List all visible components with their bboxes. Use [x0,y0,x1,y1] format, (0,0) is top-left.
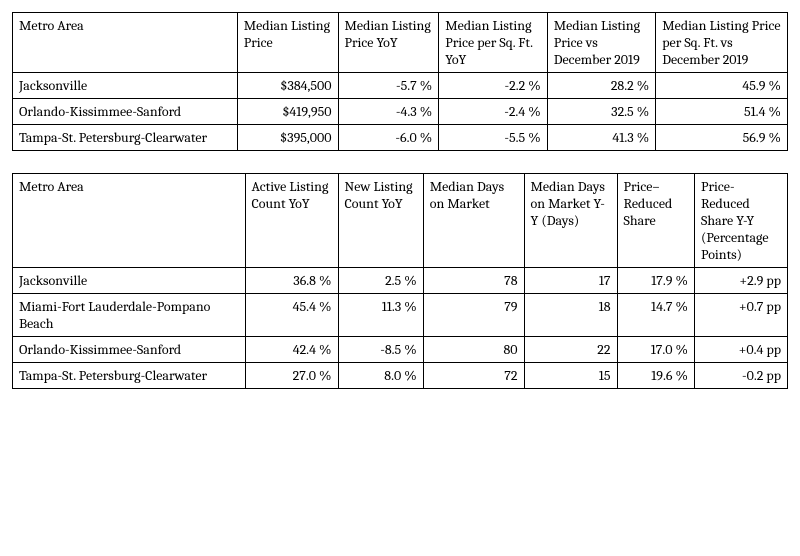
value-cell: 72 [423,363,524,389]
value-cell: -8.5 % [338,337,423,363]
value-cell: 42.4 % [245,337,338,363]
col-header: Median Listing Price vs December 2019 [547,13,656,73]
value-cell: 17.9 % [617,268,695,294]
value-cell: 45.4 % [245,294,338,337]
value-cell: 19.6 % [617,363,695,389]
value-cell: -2.2 % [439,73,548,99]
value-cell: 15 [524,363,617,389]
table-row: Orlando-Kissimmee-Sanford $419,950 -4.3 … [13,99,788,125]
table-row: Tampa-St. Petersburg-Clearwater $395,000… [13,125,788,151]
col-header: Median Listing Price [237,13,338,73]
metro-cell: Jacksonville [13,268,246,294]
col-header: Median Listing Price YoY [338,13,439,73]
metro-cell: Jacksonville [13,73,238,99]
value-cell: 41.3 % [547,125,656,151]
value-cell: -2.4 % [439,99,548,125]
activity-table: Metro Area Active Listing Count YoY New … [12,173,788,389]
value-cell: -0.2 pp [695,363,788,389]
col-header: Price-Reduced Share Y-Y (Percentage Poin… [695,174,788,268]
value-cell: -6.0 % [338,125,439,151]
value-cell: +2.9 pp [695,268,788,294]
value-cell: +0.4 pp [695,337,788,363]
value-cell: -4.3 % [338,99,439,125]
col-header: Median Listing Price per Sq. Ft. vs Dece… [656,13,788,73]
col-header: Metro Area [13,174,246,268]
table-row: Tampa-St. Petersburg-Clearwater 27.0 % 8… [13,363,788,389]
metro-cell: Orlando-Kissimmee-Sanford [13,99,238,125]
table-row: Orlando-Kissimmee-Sanford 42.4 % -8.5 % … [13,337,788,363]
value-cell: +0.7 pp [695,294,788,337]
col-header: Median Days on Market [423,174,524,268]
value-cell: 17.0 % [617,337,695,363]
value-cell: 36.8 % [245,268,338,294]
value-cell: 8.0 % [338,363,423,389]
pricing-table: Metro Area Median Listing Price Median L… [12,12,788,151]
value-cell: 22 [524,337,617,363]
value-cell: 14.7 % [617,294,695,337]
metro-cell: Tampa-St. Petersburg-Clearwater [13,125,238,151]
value-cell: 32.5 % [547,99,656,125]
col-header: Median Days on Market Y-Y (Days) [524,174,617,268]
value-cell: $419,950 [237,99,338,125]
value-cell: 11.3 % [338,294,423,337]
value-cell: 2.5 % [338,268,423,294]
col-header: Price–Reduced Share [617,174,695,268]
value-cell: 78 [423,268,524,294]
value-cell: 27.0 % [245,363,338,389]
table-row: Jacksonville 36.8 % 2.5 % 78 17 17.9 % +… [13,268,788,294]
value-cell: 45.9 % [656,73,788,99]
value-cell: 18 [524,294,617,337]
value-cell: 17 [524,268,617,294]
value-cell: 80 [423,337,524,363]
value-cell: 79 [423,294,524,337]
metro-cell: Miami-Fort Lauderdale-Pompano Beach [13,294,246,337]
metro-cell: Orlando-Kissimmee-Sanford [13,337,246,363]
value-cell: 28.2 % [547,73,656,99]
col-header: New Listing Count YoY [338,174,423,268]
table-row: Jacksonville $384,500 -5.7 % -2.2 % 28.2… [13,73,788,99]
table-row: Miami-Fort Lauderdale-Pompano Beach 45.4… [13,294,788,337]
table-header-row: Metro Area Median Listing Price Median L… [13,13,788,73]
value-cell: $395,000 [237,125,338,151]
value-cell: -5.5 % [439,125,548,151]
value-cell: 56.9 % [656,125,788,151]
value-cell: $384,500 [237,73,338,99]
value-cell: -5.7 % [338,73,439,99]
col-header: Metro Area [13,13,238,73]
col-header: Median Listing Price per Sq. Ft. YoY [439,13,548,73]
metro-cell: Tampa-St. Petersburg-Clearwater [13,363,246,389]
value-cell: 51.4 % [656,99,788,125]
col-header: Active Listing Count YoY [245,174,338,268]
table-header-row: Metro Area Active Listing Count YoY New … [13,174,788,268]
